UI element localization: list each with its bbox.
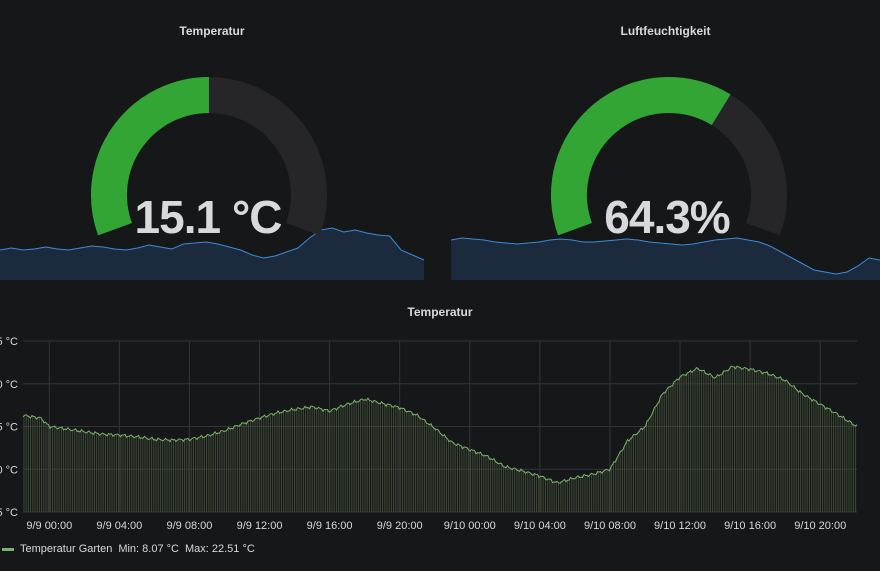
timeseries-panel-temperature[interactable]: Temperatur 25 °C 20 °C 15 °C 10 °C 5 °C 9/9 0… [0, 296, 880, 570]
series-line-temperatur-garten[interactable] [22, 365, 858, 484]
x-tick-label: 9/10 04:00 [514, 520, 566, 532]
gauge-panel-temperature[interactable]: Temperatur 15.1 °C [0, 0, 424, 280]
x-tick-label: 9/9 08:00 [167, 520, 213, 532]
x-tick-label: 9/10 00:00 [444, 520, 496, 532]
sparkline-area [0, 228, 424, 280]
x-tick-label: 9/9 16:00 [307, 520, 353, 532]
y-tick-label: 25 °C [0, 336, 18, 348]
legend-min-value: 8.07 °C [142, 543, 179, 555]
y-tick-label: 20 °C [0, 379, 18, 391]
gauge-fill [550, 77, 731, 236]
x-tick-label: 9/10 16:00 [724, 520, 776, 532]
x-tick-label: 9/9 04:00 [96, 520, 142, 532]
sparkline-line [0, 227, 424, 261]
legend-min: Min: 8.07 °C [118, 543, 179, 555]
temperature-gauge [91, 77, 327, 236]
gauge-fill [91, 77, 210, 236]
legend[interactable]: Temperatur Garten Min: 8.07 °C Max: 22.5… [2, 543, 255, 555]
x-tick-label: 9/9 00:00 [26, 520, 72, 532]
legend-swatch [2, 547, 14, 551]
humidity-sparkline [451, 237, 880, 280]
x-tick-label: 9/10 12:00 [654, 520, 706, 532]
x-tick-label: 9/10 08:00 [584, 520, 636, 532]
gauge-value: 15.1 °C [134, 191, 283, 243]
panel-title[interactable]: Temperatur [407, 305, 473, 319]
series-fill-bars [23, 366, 857, 512]
x-tick-label: 9/9 12:00 [237, 520, 283, 532]
legend-min-label: Min: [118, 543, 140, 555]
legend-max-label: Max: [184, 543, 209, 555]
panel-title[interactable]: Temperatur [179, 24, 245, 38]
sparkline-area [451, 238, 880, 280]
y-tick-label: 10 °C [0, 464, 18, 476]
gauge-value: 64.3% [604, 191, 730, 243]
gauge-panel-humidity[interactable]: Luftfeuchtigkeit 64.3% [451, 0, 880, 280]
legend-series-name[interactable]: Temperatur Garten [20, 543, 113, 555]
y-tick-label: 15 °C [0, 422, 18, 434]
sparkline-line [451, 237, 880, 275]
panel-title[interactable]: Luftfeuchtigkeit [620, 24, 711, 38]
temperature-sparkline [0, 227, 424, 280]
x-tick-label: 9/9 20:00 [377, 520, 423, 532]
humidity-gauge [550, 77, 787, 236]
legend-max: Max: 22.51 °C [185, 543, 255, 555]
legend-max-value: 22.51 °C [211, 543, 255, 555]
y-tick-label: 5 °C [0, 507, 18, 519]
x-tick-label: 9/10 20:00 [794, 520, 846, 532]
temperature-chart[interactable]: 25 °C 20 °C 15 °C 10 °C 5 °C 9/9 00:00 9/9 04:… [0, 331, 880, 571]
